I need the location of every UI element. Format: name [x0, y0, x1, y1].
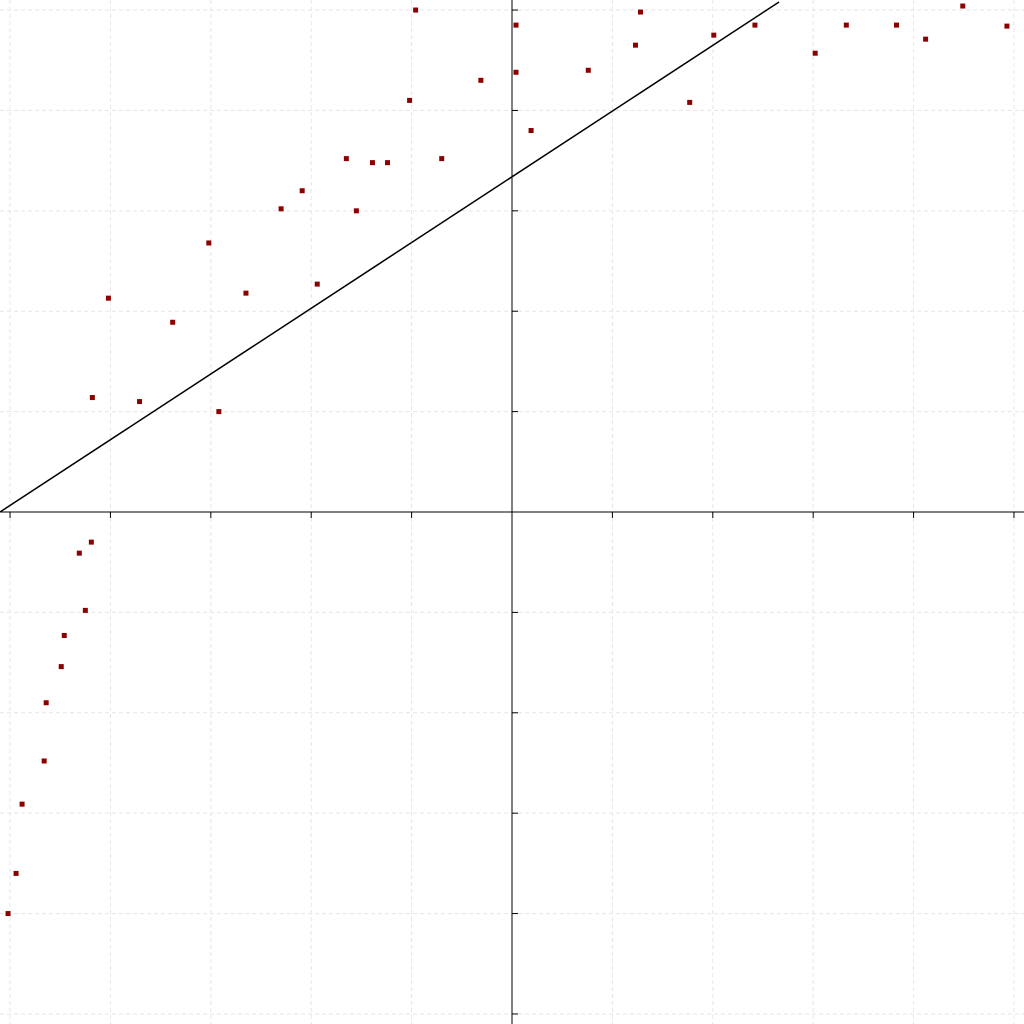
data-point	[528, 128, 534, 134]
data-point	[439, 156, 445, 162]
data-point	[61, 632, 67, 638]
data-point	[843, 22, 849, 28]
data-point	[206, 240, 212, 246]
data-point	[687, 99, 693, 105]
data-point	[19, 801, 25, 807]
data-point	[82, 607, 88, 613]
trend-line	[0, 1, 780, 513]
data-point	[638, 9, 644, 15]
data-point	[413, 7, 419, 13]
data-point	[88, 539, 94, 545]
data-point	[314, 281, 320, 287]
data-point	[711, 32, 717, 38]
data-point	[343, 156, 349, 162]
data-point	[385, 160, 391, 166]
data-point	[137, 399, 143, 405]
data-point	[478, 77, 484, 83]
data-point	[752, 22, 758, 28]
data-point	[513, 22, 519, 28]
data-point	[5, 911, 11, 917]
data-point	[41, 758, 47, 764]
data-point	[89, 395, 95, 401]
data-point	[960, 3, 966, 9]
data-point	[13, 870, 19, 876]
data-point	[1004, 23, 1010, 29]
data-point	[369, 160, 375, 166]
data-point	[923, 36, 929, 42]
data-point	[894, 22, 900, 28]
data-point	[585, 67, 591, 73]
data-point	[513, 69, 519, 75]
data-point	[58, 664, 64, 670]
data-point	[278, 206, 284, 212]
data-point	[43, 700, 49, 706]
data-point	[299, 188, 305, 194]
data-point	[243, 290, 249, 296]
data-point	[353, 208, 359, 214]
data-point	[170, 319, 176, 325]
data-points	[5, 3, 1010, 917]
data-point	[632, 42, 638, 48]
data-point	[216, 409, 222, 415]
data-point	[407, 97, 413, 103]
data-point	[812, 50, 818, 56]
data-point	[76, 550, 82, 556]
data-point	[105, 295, 111, 301]
fit-line	[0, 1, 780, 513]
